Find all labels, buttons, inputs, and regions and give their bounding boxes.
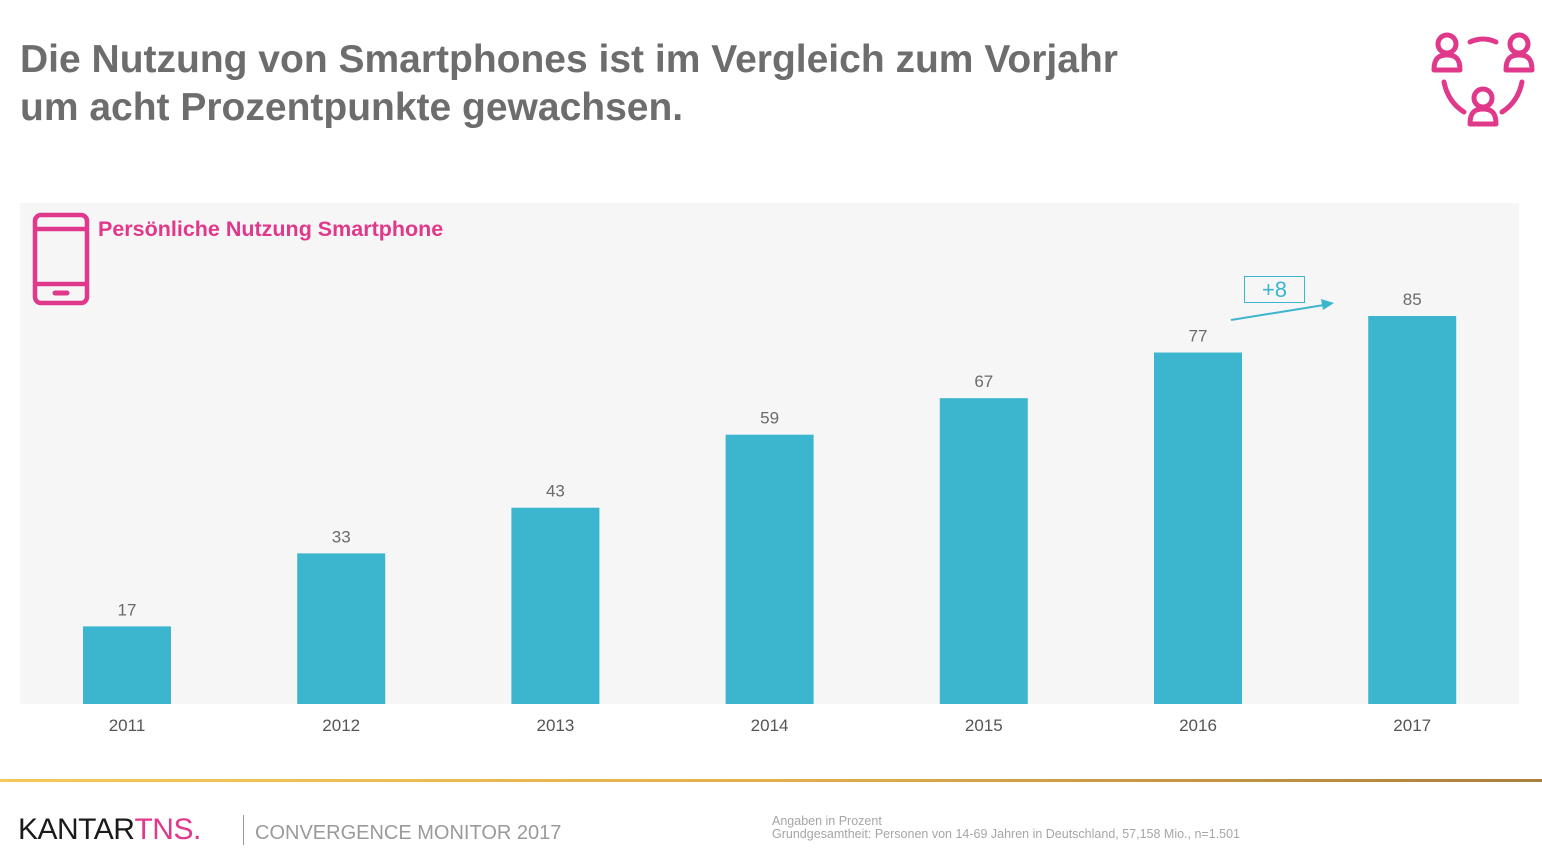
x-tick-label-2017: 2017 (1393, 716, 1431, 735)
x-tick-label-2011: 2011 (109, 716, 146, 735)
product-name: CONVERGENCE MONITOR 2017 (255, 822, 562, 844)
bar-2012 (297, 553, 386, 704)
data-label-2013: 43 (546, 482, 565, 501)
kantar-tns-logo: KANTARTNS. (18, 812, 201, 848)
x-tick-label-2012: 2012 (322, 716, 360, 735)
people-network-icon (1431, 32, 1535, 127)
footnotes: Angaben in Prozent Grundgesamtheit: Pers… (772, 815, 1240, 841)
footnote-base: Grundgesamtheit: Personen von 14-69 Jahr… (772, 827, 1241, 841)
growth-arrow (1230, 299, 1334, 321)
data-label-2014: 59 (760, 409, 779, 428)
bar-2011 (83, 626, 171, 704)
delta-annotation: +8 (1244, 276, 1305, 303)
growth-arrow-head (1321, 299, 1334, 310)
data-label-2012: 33 (332, 527, 351, 546)
data-label-2015: 67 (974, 372, 993, 391)
bar-2014 (725, 434, 814, 704)
title-line-1: Die Nutzung von Smartphones ist im Vergl… (20, 38, 1118, 81)
bar-2016 (1154, 352, 1242, 704)
x-tick-label-2016: 2016 (1179, 716, 1217, 735)
title-line-2: um acht Prozentpunkte gewachsen. (20, 86, 684, 129)
logo-kantar: KANTAR (18, 813, 135, 846)
x-tick-label-2015: 2015 (965, 716, 1003, 735)
data-label-2017: 85 (1403, 290, 1422, 309)
footer-divider (0, 779, 1542, 782)
bar-2013 (511, 507, 600, 704)
logo-tns: TNS. (134, 813, 201, 846)
chart-title: Persönliche Nutzung Smartphone (98, 217, 444, 241)
x-tick-label-2014: 2014 (751, 716, 789, 735)
bar-2017 (1368, 316, 1457, 704)
page-title: Die Nutzung von Smartphones ist im Vergl… (20, 36, 1118, 132)
data-label-2011: 17 (118, 600, 137, 619)
growth-arrow-line (1230, 304, 1325, 321)
footnote-unit: Angaben in Prozent (772, 814, 882, 828)
x-tick-label-2013: 2013 (536, 716, 574, 735)
data-label-2016: 77 (1189, 327, 1208, 346)
smartphone-icon (32, 212, 90, 306)
logo-separator (243, 815, 244, 845)
bar-2015 (939, 398, 1028, 704)
